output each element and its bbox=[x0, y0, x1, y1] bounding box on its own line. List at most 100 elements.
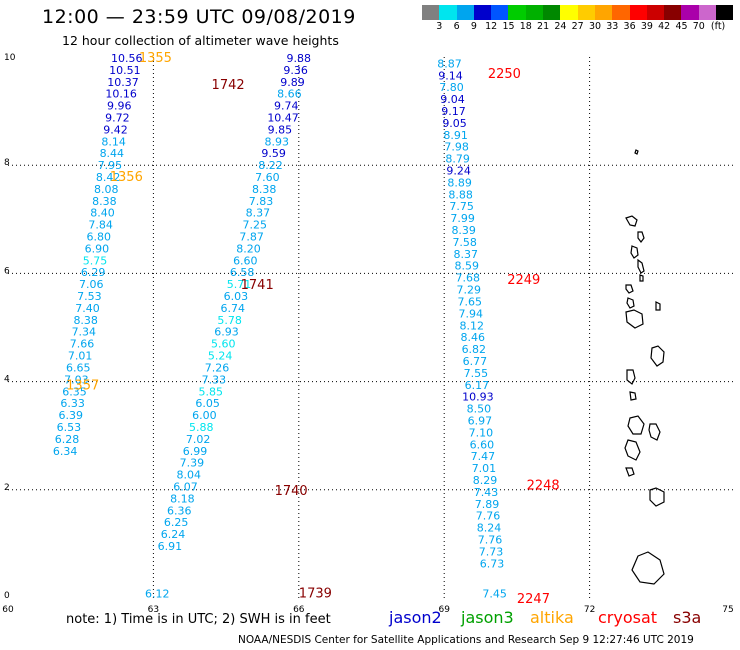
wave-height-value: 9.42 bbox=[103, 123, 128, 136]
color-swatch bbox=[577, 5, 595, 20]
wave-height-value: 8.91 bbox=[443, 129, 468, 142]
wave-height-value: 7.95 bbox=[98, 159, 123, 172]
wave-height-value: 10.37 bbox=[107, 76, 139, 89]
color-scale-label: 3 bbox=[436, 21, 443, 32]
color-swatch bbox=[543, 5, 561, 20]
wave-height-value: 8.04 bbox=[176, 469, 201, 482]
wave-height-value: 5.78 bbox=[217, 314, 242, 327]
wave-height-value: 7.03 bbox=[64, 373, 89, 386]
wave-height-value: 7.76 bbox=[478, 533, 503, 546]
wave-height-value: 8.87 bbox=[437, 57, 462, 70]
island-outline bbox=[626, 369, 636, 385]
pass-number-label: 1739 bbox=[299, 587, 332, 602]
wave-height-value: 9.24 bbox=[446, 165, 471, 178]
wave-height-value: 10.51 bbox=[109, 64, 141, 77]
wave-height-value: 6.24 bbox=[161, 528, 186, 541]
wave-height-value: 7.76 bbox=[476, 510, 501, 523]
wave-height-value: 7.66 bbox=[70, 338, 95, 351]
wave-height-value: 10.16 bbox=[105, 88, 137, 101]
island-outline bbox=[649, 487, 665, 507]
wave-height-value: 8.38 bbox=[252, 183, 277, 196]
pass-number-label: 2247 bbox=[517, 592, 550, 607]
island-outline bbox=[650, 345, 665, 367]
satellite-legend-s3a: s3a bbox=[673, 608, 702, 627]
wave-height-value: 9.05 bbox=[442, 117, 467, 130]
wave-height-value: 6.97 bbox=[468, 414, 493, 427]
wave-height-value: 6.90 bbox=[85, 242, 110, 255]
wave-height-value: 8.24 bbox=[477, 522, 502, 535]
island-outline bbox=[630, 245, 639, 259]
wave-height-value: 6.93 bbox=[214, 326, 239, 339]
wave-height-value: 7.26 bbox=[205, 361, 230, 374]
wave-height-value: 5.85 bbox=[198, 385, 223, 398]
wave-height-value: 9.59 bbox=[261, 147, 286, 160]
wave-height-value: 7.33 bbox=[202, 373, 227, 386]
wave-height-value: 8.42 bbox=[96, 171, 121, 184]
color-swatch bbox=[439, 5, 457, 20]
color-swatch bbox=[594, 5, 613, 20]
wave-height-value: 7.53 bbox=[77, 290, 102, 303]
wave-height-value: 8.40 bbox=[90, 207, 115, 220]
color-swatch bbox=[664, 5, 682, 20]
wave-height-value: 7.80 bbox=[439, 81, 464, 94]
wave-height-value: 7.83 bbox=[249, 195, 274, 208]
track-2: 9.889.369.898.669.7410.479.858.939.598.2… bbox=[145, 52, 332, 602]
pass-number-label: 1355 bbox=[139, 51, 172, 66]
wave-height-value: 7.39 bbox=[180, 457, 205, 470]
wave-height-value: 8.38 bbox=[73, 314, 98, 327]
island-outline bbox=[624, 439, 641, 461]
wave-height-value: 8.66 bbox=[277, 88, 302, 101]
x-tick-label: 75 bbox=[722, 605, 733, 615]
wave-height-value: 6.74 bbox=[220, 302, 245, 315]
wave-height-value: 6.60 bbox=[233, 254, 258, 267]
pass-number-label: 1356 bbox=[110, 170, 143, 185]
wave-height-value: 7.43 bbox=[474, 486, 499, 499]
wave-height-value: 8.14 bbox=[101, 135, 126, 148]
x-tick-label: 69 bbox=[438, 605, 450, 615]
wave-height-value: 9.89 bbox=[280, 76, 305, 89]
wave-height-value: 8.79 bbox=[445, 153, 470, 166]
island-outline bbox=[625, 284, 634, 294]
wave-height-value: 6.35 bbox=[62, 385, 87, 398]
wave-height-value: 5.88 bbox=[189, 421, 214, 434]
wave-height-value: 6.12 bbox=[145, 588, 170, 601]
pass-number-label: 2248 bbox=[527, 478, 560, 493]
wave-height-value: 6.53 bbox=[57, 421, 82, 434]
pass-number-label: 1357 bbox=[66, 378, 99, 393]
x-tick-label: 60 bbox=[2, 605, 14, 615]
wave-height-value: 8.46 bbox=[461, 331, 486, 344]
map-title: 12:00 — 23:59 UTC 09/08/2019 bbox=[42, 6, 356, 28]
color-swatch bbox=[612, 5, 630, 20]
color-swatch bbox=[629, 5, 647, 20]
wave-height-value: 8.18 bbox=[170, 492, 195, 505]
color-scale-label: 18 bbox=[519, 21, 532, 32]
wave-height-value: 8.37 bbox=[246, 207, 271, 220]
wave-height-value: 7.98 bbox=[444, 141, 469, 154]
pass-number-label: 1740 bbox=[275, 484, 308, 499]
wave-height-value: 8.50 bbox=[467, 403, 492, 416]
wave-height-value: 8.44 bbox=[100, 147, 125, 160]
wave-height-value: 9.96 bbox=[107, 100, 132, 113]
island-outline bbox=[626, 297, 635, 309]
island-outline bbox=[625, 215, 638, 227]
color-scale-label: 70 bbox=[692, 21, 705, 32]
wave-height-value: 6.60 bbox=[470, 438, 495, 451]
wave-height-value: 9.17 bbox=[441, 105, 466, 118]
wave-height-value: 6.65 bbox=[66, 361, 91, 374]
wave-height-value: 5.60 bbox=[211, 338, 236, 351]
color-swatch bbox=[456, 5, 474, 20]
wave-height-value: 6.80 bbox=[87, 231, 112, 244]
color-scale bbox=[422, 5, 734, 20]
wave-height-value: 6.73 bbox=[480, 557, 505, 570]
color-scale-label: 45 bbox=[675, 21, 688, 32]
island-outline bbox=[625, 467, 635, 477]
color-swatch bbox=[698, 5, 717, 20]
color-scale-label: 42 bbox=[658, 21, 671, 32]
wave-height-value: 6.33 bbox=[60, 397, 85, 410]
axis-ticks: 60 63 66 69 72 75 0 2 4 6 8 10 bbox=[2, 53, 733, 615]
wave-height-value: 7.06 bbox=[79, 278, 104, 291]
y-tick-label: 2 bbox=[4, 483, 10, 493]
wave-height-value: 8.37 bbox=[453, 248, 478, 261]
island-outline bbox=[655, 301, 661, 311]
wave-height-value: 9.74 bbox=[274, 100, 299, 113]
